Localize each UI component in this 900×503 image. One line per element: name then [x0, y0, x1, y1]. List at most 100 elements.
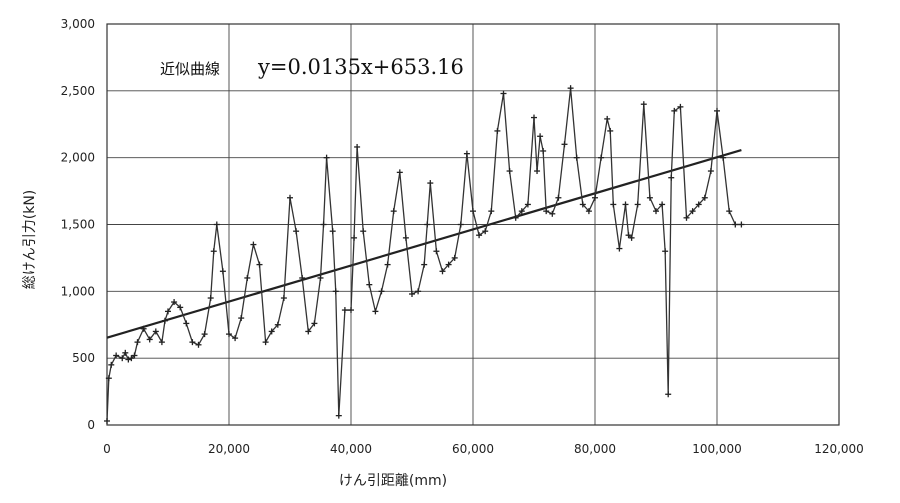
y-axis-ticks: 0 500 1,000 1,500 2,000 2,500 3,000: [61, 17, 95, 432]
data-point: [360, 228, 367, 235]
data-point: [311, 320, 318, 327]
data-point: [695, 201, 702, 208]
y-tick-label: 1,500: [61, 218, 95, 232]
data-point: [158, 339, 165, 346]
y-axis-label: 総けん引力(kN): [22, 190, 38, 290]
data-point: [125, 356, 132, 363]
data-point: [317, 274, 324, 281]
data-point: [268, 328, 275, 335]
data-point: [384, 261, 391, 268]
data-point: [250, 241, 257, 248]
data-point: [567, 85, 574, 92]
y-tick-label: 3,000: [61, 17, 95, 31]
data-point: [232, 335, 239, 342]
data-point: [668, 174, 675, 181]
data-point: [659, 201, 666, 208]
data-point: [604, 115, 611, 122]
y-tick-label: 2,000: [61, 151, 95, 165]
series-markers: [104, 85, 745, 424]
data-point: [640, 101, 647, 108]
data-point: [726, 208, 733, 215]
data-point: [488, 208, 495, 215]
data-point: [105, 375, 112, 382]
data-point: [372, 308, 379, 315]
data-point: [113, 352, 120, 359]
data-point: [549, 210, 556, 217]
data-point: [274, 321, 281, 328]
data-point: [396, 169, 403, 176]
data-point: [293, 228, 300, 235]
data-point: [161, 317, 168, 324]
data-point: [354, 143, 361, 150]
data-point: [351, 234, 358, 241]
data-point: [579, 201, 586, 208]
annotation-equation: y=0.0135x+653.16: [257, 55, 464, 79]
x-tick-label: 60,000: [452, 442, 494, 456]
data-point: [378, 288, 385, 295]
data-point: [470, 208, 476, 215]
x-tick-label: 100,000: [692, 442, 742, 456]
x-tick-label: 0: [103, 442, 111, 456]
y-tick-label: 1,000: [61, 284, 95, 298]
data-point: [494, 127, 501, 134]
data-point: [171, 299, 178, 306]
data-point: [732, 221, 739, 228]
data-point: [671, 107, 678, 114]
data-point: [280, 295, 287, 302]
data-point: [146, 336, 153, 343]
y-tick-label: 2,500: [61, 84, 95, 98]
data-point: [402, 234, 409, 241]
data-point: [244, 274, 251, 281]
x-tick-label: 40,000: [330, 442, 372, 456]
x-tick-label: 120,000: [814, 442, 864, 456]
data-point: [201, 331, 208, 338]
data-point: [482, 228, 489, 235]
data-point: [540, 147, 547, 154]
data-point: [195, 341, 202, 348]
data-point: [131, 352, 138, 359]
data-point: [305, 328, 312, 335]
data-point: [424, 221, 431, 228]
data-point: [610, 201, 617, 208]
data-point: [476, 232, 483, 239]
y-tick-label: 0: [87, 418, 95, 432]
data-point: [714, 107, 720, 114]
data-point: [607, 127, 614, 134]
data-point: [543, 208, 550, 215]
data-point: [653, 208, 659, 215]
data-point: [451, 254, 458, 261]
data-point: [219, 268, 226, 275]
data-point: [329, 228, 336, 235]
data-point: [299, 274, 306, 281]
data-point: [463, 150, 470, 157]
data-point: [332, 288, 339, 295]
data-point: [122, 349, 129, 356]
data-point: [320, 221, 327, 228]
data-point: [628, 234, 635, 241]
data-point: [427, 180, 434, 187]
data-point: [518, 208, 525, 215]
data-point: [634, 201, 641, 208]
data-point: [323, 154, 330, 161]
data-point: [213, 221, 220, 228]
data-point: [433, 248, 440, 255]
data-point: [592, 194, 598, 201]
data-point: [262, 339, 269, 346]
data-point: [573, 154, 580, 161]
data-point: [421, 261, 428, 268]
data-point: [662, 248, 669, 255]
data-point: [683, 214, 690, 221]
data-point: [720, 154, 727, 161]
data-point: [707, 168, 714, 175]
data-point: [555, 194, 562, 201]
data-point: [415, 288, 422, 295]
data-point: [506, 168, 513, 175]
data-point: [341, 307, 348, 314]
data-point: [366, 281, 373, 288]
data-point: [256, 261, 263, 268]
data-point: [207, 295, 214, 302]
annotation-label: 近似曲線: [160, 60, 220, 78]
data-point: [625, 232, 632, 239]
